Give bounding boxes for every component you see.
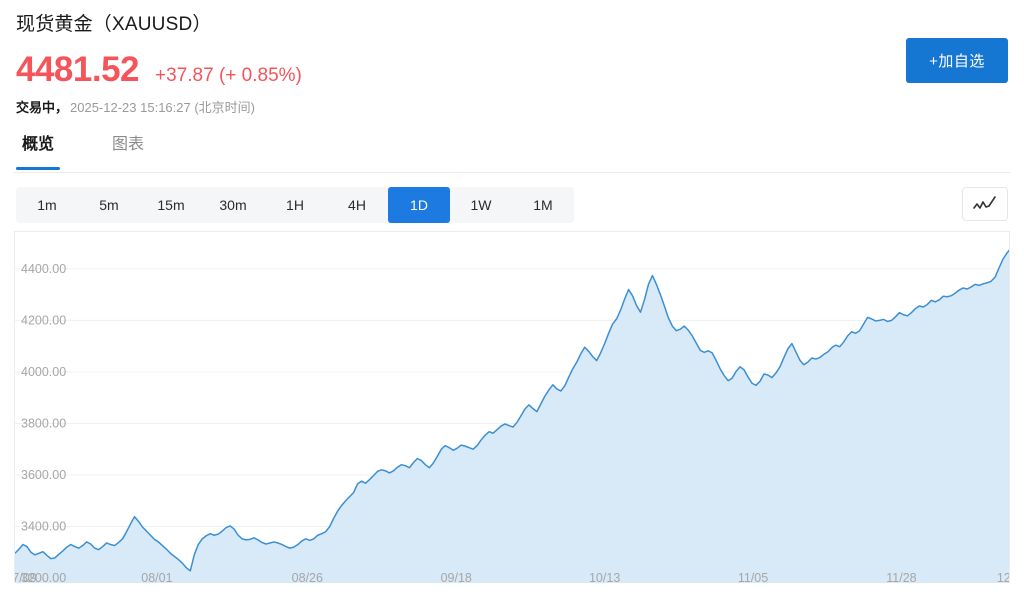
- x-axis-tick-label: 09/18: [441, 571, 472, 583]
- x-axis-tick-label: 11/05: [738, 571, 768, 583]
- timeframe-1w[interactable]: 1W: [450, 187, 512, 223]
- quote-timestamp: 2025-12-23 15:16:27 (北京时间): [70, 100, 255, 115]
- tab-charts[interactable]: 图表: [106, 133, 150, 170]
- last-price: 4481.52: [16, 50, 140, 89]
- page-title: 现货黄金（XAUUSD）: [16, 14, 212, 35]
- x-axis-tick-label: 11/28: [886, 571, 916, 583]
- tab-overview-label: 概览: [22, 136, 55, 153]
- line-chart-icon: [973, 196, 996, 209]
- y-axis-tick-label: 3400.00: [21, 519, 66, 533]
- timeframe-1m[interactable]: 1m: [16, 187, 78, 223]
- timeframe-1d[interactable]: 1D: [388, 187, 450, 223]
- x-axis-tick-label: 08/26: [292, 571, 323, 583]
- y-axis-tick-label: 3200.00: [21, 571, 66, 583]
- timeframe-30m[interactable]: 30m: [202, 187, 264, 223]
- x-axis-tick-label: 12/2: [997, 571, 1010, 583]
- price-chart-svg: 3200.00 3400.00 3600.00 3800.00 4000.00 4200.…: [15, 249, 1010, 583]
- tab-charts-label: 图表: [112, 136, 145, 153]
- timeframe-4h[interactable]: 4H: [326, 187, 388, 223]
- y-axis-tick-label: 3600.00: [21, 468, 66, 482]
- y-axis-tick-label: 3800.00: [21, 416, 66, 430]
- tab-bar: 概览 图表: [0, 133, 1024, 173]
- timeframe-15m[interactable]: 15m: [140, 187, 202, 223]
- timeframe-group: 1m 5m 15m 30m 1H 4H 1D 1W 1M: [16, 187, 574, 223]
- quote-header: 现货黄金（XAUUSD） 4481.52 +37.87 (+ 0.85%) 交易…: [0, 0, 1024, 117]
- price-row: 4481.52 +37.87 (+ 0.85%): [16, 50, 1008, 90]
- chart-x-axis-labels: 07/09 08/01 08/26 09/18 10/13 11/05 11/28 12/2: [15, 571, 1010, 583]
- add-watchlist-button[interactable]: +加自选: [906, 38, 1008, 83]
- status-row: 交易中， 2025-12-23 15:16:27 (北京时间): [16, 99, 1008, 117]
- timeframe-5m[interactable]: 5m: [78, 187, 140, 223]
- timeframe-1m-month[interactable]: 1M: [512, 187, 574, 223]
- chart-toolbar: 1m 5m 15m 30m 1H 4H 1D 1W 1M: [0, 187, 1024, 223]
- y-axis-tick-label: 4200.00: [21, 313, 66, 327]
- y-axis-tick-label: 4000.00: [21, 365, 66, 379]
- price-change: +37.87 (+ 0.85%): [155, 65, 302, 86]
- y-axis-tick-label: 4400.00: [21, 262, 66, 276]
- timeframe-1h[interactable]: 1H: [264, 187, 326, 223]
- chart-y-axis-labels: 3200.00 3400.00 3600.00 3800.00 4000.00 4200.…: [21, 262, 66, 583]
- market-status: 交易中，: [16, 100, 69, 115]
- x-axis-tick-label: 08/01: [141, 571, 172, 583]
- tab-active-underline: [16, 167, 61, 170]
- tab-overview[interactable]: 概览: [16, 133, 61, 170]
- x-axis-tick-label: 07/09: [15, 571, 37, 583]
- x-axis-tick-label: 10/13: [589, 571, 620, 583]
- area-fill: [15, 250, 1009, 583]
- price-line: [15, 249, 1009, 572]
- price-chart[interactable]: 3200.00 3400.00 3600.00 3800.00 4000.00 4200.…: [14, 231, 1010, 583]
- chart-area-series: [15, 249, 1009, 583]
- line-chart-icon-button[interactable]: [962, 187, 1008, 221]
